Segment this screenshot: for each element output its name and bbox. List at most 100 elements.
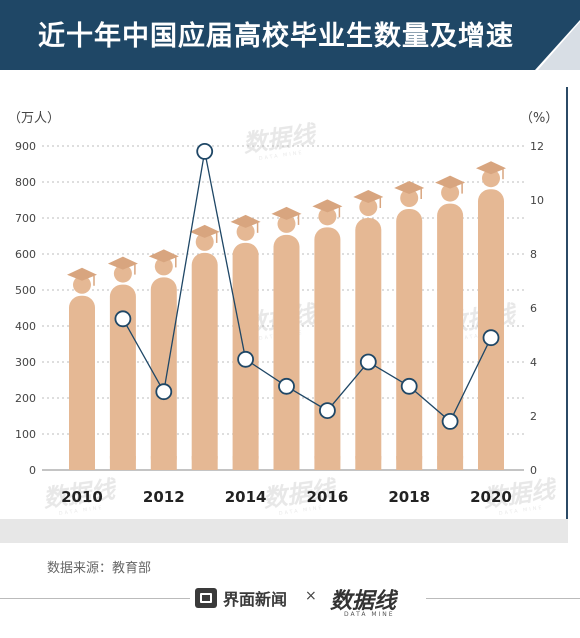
bar-base [69, 456, 95, 470]
mortarboard-cap [271, 206, 302, 220]
brand-separator: × [305, 588, 317, 604]
x-tick-label: 2010 [61, 488, 103, 506]
mortarboard-cap [476, 161, 506, 175]
growth-rate-point [196, 143, 214, 160]
bar-base [314, 456, 341, 470]
bar [396, 209, 423, 470]
bar-group [435, 175, 466, 470]
source-note: 数据来源：教育部 [47, 561, 152, 576]
y-right-tick-label: 12 [530, 140, 544, 153]
bar-head [359, 198, 378, 216]
growth-rate-point [482, 329, 500, 347]
growth-rate-line [122, 151, 492, 423]
mortarboard-cap [312, 199, 343, 213]
bar-base [273, 456, 300, 470]
growth-rate-point [400, 377, 418, 395]
bar-base [150, 456, 177, 470]
bar-base [355, 456, 382, 470]
bar-head [154, 257, 173, 276]
bar-group [148, 249, 179, 470]
y-left-tick-label: 400 [15, 320, 36, 333]
bar-head [318, 207, 337, 226]
y-right-tick-label: 4 [530, 356, 537, 369]
header-background [0, 0, 580, 70]
bar-head [400, 189, 419, 207]
y-right-tick-label: 6 [530, 302, 537, 315]
mortarboard-cap [435, 175, 466, 189]
growth-rate-point [359, 353, 377, 371]
mortarboard-cap [394, 181, 425, 194]
y-left-tick-label: 500 [15, 284, 36, 297]
bar-head [236, 222, 255, 241]
bar-base [437, 456, 464, 470]
bar-group [189, 224, 220, 470]
bar [191, 252, 218, 470]
bar-base [478, 456, 504, 470]
mortarboard-cap [107, 256, 138, 270]
y-left-tick-label: 100 [15, 428, 36, 441]
x-tick-label: 2014 [225, 488, 267, 506]
jiemian-logo-icon [195, 588, 217, 608]
bar-group [107, 256, 138, 470]
mortarboard-cap [67, 267, 97, 281]
y-left-tick-label: 200 [15, 392, 36, 405]
footer-divider-left [0, 598, 190, 599]
y-right-tick-label: 2 [530, 410, 537, 423]
chart-title: 近十年中国应届高校毕业生数量及增速 [38, 21, 514, 52]
y-right-unit-label: （%） [520, 111, 558, 126]
bar [150, 277, 177, 470]
bar-head [441, 183, 460, 202]
growth-rate-point [155, 383, 173, 401]
brand-jiemian-text: 界面新闻 [223, 590, 288, 609]
bar [69, 295, 95, 470]
bar-head [482, 169, 500, 188]
x-tick-label: 2016 [307, 488, 349, 506]
header-banner: 近十年中国应届高校毕业生数量及增速 [0, 0, 580, 70]
y-left-tick-label: 300 [15, 356, 36, 369]
bar-group [476, 161, 506, 470]
y-left-tick-label: 900 [15, 140, 36, 153]
y-left-tick-label: 700 [15, 212, 36, 225]
x-tick-label: 2020 [470, 488, 512, 506]
bar-head [73, 275, 91, 294]
mortarboard-cap [230, 214, 261, 228]
growth-rate-point [318, 402, 336, 420]
y-left-tick-label: 0 [29, 464, 36, 477]
bar [314, 227, 341, 470]
mortarboard-cap [148, 249, 179, 263]
mortarboard-cap [353, 190, 384, 203]
growth-rate-point [278, 377, 295, 395]
x-tick-label: 2012 [143, 488, 185, 506]
brand-jiemian: 界面新闻 [195, 586, 287, 610]
bar-head [277, 214, 296, 233]
bar [273, 234, 300, 470]
y-left-tick-label: 600 [15, 248, 36, 261]
y-right-tick-label: 10 [530, 194, 544, 207]
bar-group [353, 190, 384, 470]
bar-group [271, 206, 302, 470]
brand-datamine-sub: DATA MINE [344, 611, 395, 618]
bar-group [312, 199, 343, 470]
y-right-tick-label: 0 [530, 464, 537, 477]
bar-base [396, 456, 423, 470]
growth-rate-point [237, 350, 255, 368]
bar [437, 203, 464, 470]
brand-datamine: 数据线 [330, 588, 397, 614]
bar-base [191, 456, 218, 470]
bar-group [394, 181, 425, 470]
bar-group [230, 214, 261, 470]
footer-divider-right [426, 598, 580, 599]
y-left-unit-label: （万人） [8, 111, 60, 126]
bar-head [113, 264, 132, 283]
bar [355, 218, 382, 470]
x-tick-label: 2018 [388, 488, 430, 506]
bar-group [67, 267, 97, 470]
mortarboard-cap [189, 224, 220, 238]
y-left-tick-label: 800 [15, 176, 36, 189]
bar-base [109, 456, 136, 470]
y-right-tick-label: 8 [530, 248, 537, 261]
bar-base [232, 456, 259, 470]
growth-rate-point [114, 310, 132, 328]
bar-head [195, 232, 214, 251]
